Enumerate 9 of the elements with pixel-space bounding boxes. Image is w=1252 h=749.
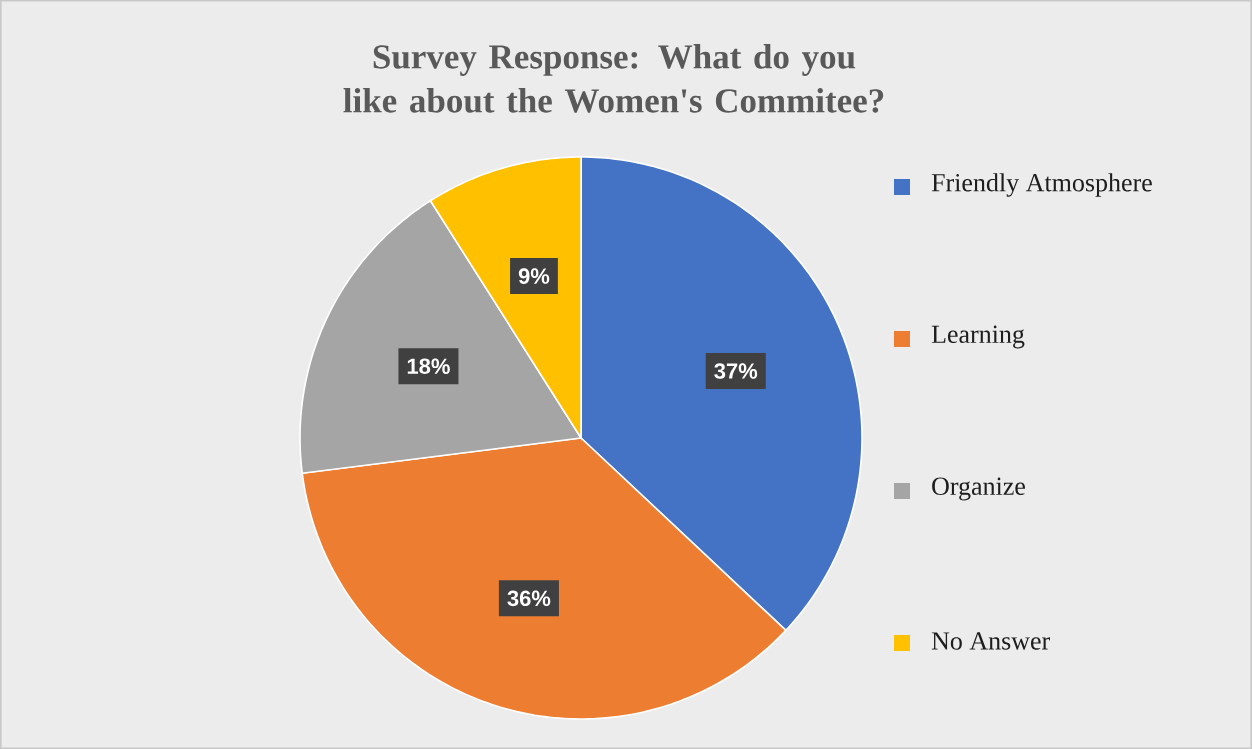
legend-label: Learning: [931, 325, 1025, 349]
legend-label: No Answer: [931, 632, 1050, 650]
data-label: 37%: [714, 363, 758, 379]
data-label: 36%: [507, 590, 551, 607]
data-label: 9%: [518, 268, 550, 284]
legend-label: Organize: [932, 477, 1025, 501]
chart-title: Survey Response: What do you like about the Women's Commitee?: [343, 44, 884, 113]
legend-label: Friendly Atmosphere: [931, 173, 1152, 197]
data-label: 18%: [407, 358, 450, 374]
